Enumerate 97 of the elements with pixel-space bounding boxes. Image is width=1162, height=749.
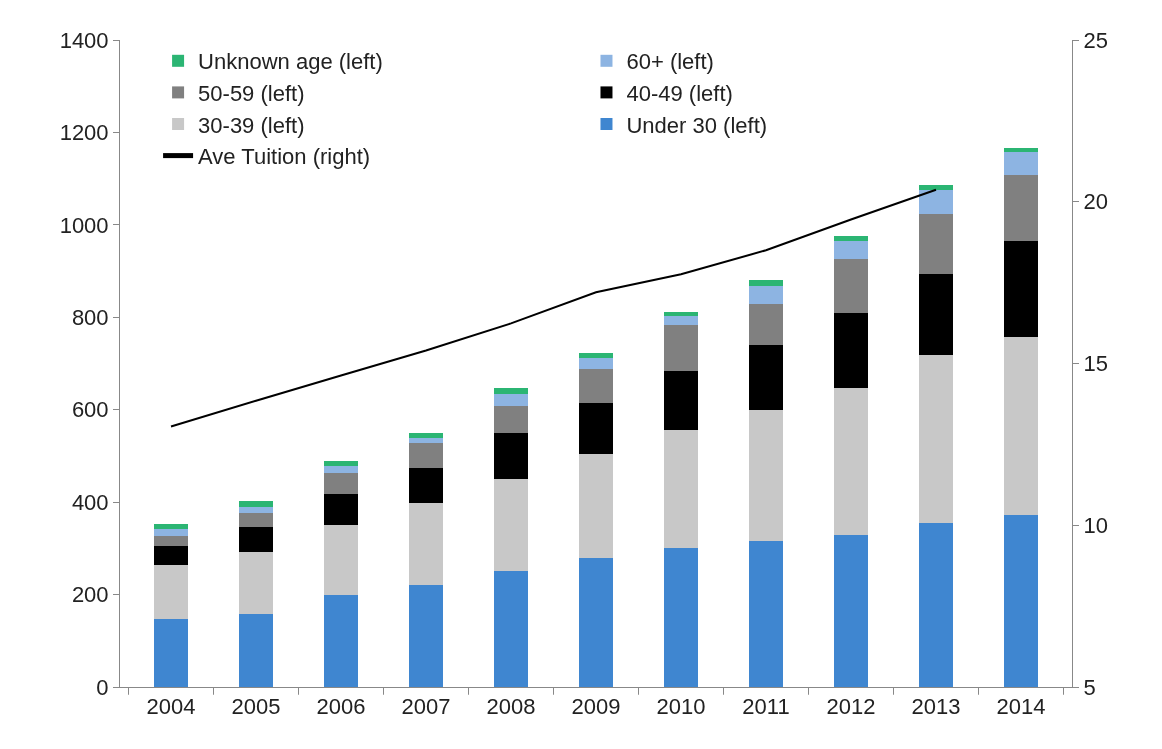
y-tick-label: 200 (71, 582, 109, 608)
x-tick-label: 2010 (656, 694, 706, 720)
bar (749, 540, 783, 687)
bar (409, 432, 443, 438)
bar (494, 432, 528, 480)
bar (239, 513, 273, 528)
x-tick-label: 2007 (401, 694, 451, 720)
bar (154, 528, 188, 536)
bar (834, 312, 868, 388)
bar (1004, 241, 1038, 338)
x-tick-label: 2006 (316, 694, 366, 720)
bar (834, 241, 868, 259)
bar (239, 527, 273, 552)
bar (154, 535, 188, 547)
legend-label: 60+ (left) (626, 49, 714, 75)
bar (579, 358, 613, 370)
bar (324, 466, 358, 474)
legend-label: 40-49 (left) (626, 80, 733, 106)
bar (919, 273, 953, 356)
legend-label: Ave Tuition (right) (198, 144, 371, 170)
bar (749, 304, 783, 346)
bar (1004, 175, 1038, 242)
bar (409, 467, 443, 504)
x-tick-label: 2011 (742, 694, 790, 720)
y-tick-label: 1400 (59, 27, 109, 53)
bar (154, 546, 188, 566)
bar (494, 479, 528, 572)
bar (239, 507, 273, 514)
y-tick-label: 0 (96, 674, 109, 700)
bar (494, 571, 528, 687)
bar (579, 453, 613, 559)
bar (749, 410, 783, 541)
bar (919, 184, 953, 190)
bar (154, 565, 188, 619)
y-tick-label: 800 (71, 304, 109, 330)
bar (409, 437, 443, 443)
bar (579, 558, 613, 687)
line-series (170, 188, 937, 428)
y2-tick-label: 5 (1083, 674, 1096, 700)
y2-tick-label: 10 (1083, 512, 1108, 538)
bar (919, 189, 953, 215)
y2-tick-label: 15 (1083, 351, 1108, 377)
bar (239, 613, 273, 687)
bar (239, 501, 273, 508)
bar (494, 394, 528, 406)
legend-label: Under 30 (left) (626, 112, 768, 138)
x-tick-label: 2014 (996, 694, 1046, 720)
bar (324, 594, 358, 687)
bar (494, 388, 528, 395)
y-tick-label: 400 (71, 489, 109, 515)
bar (664, 429, 698, 548)
bar (1004, 337, 1038, 516)
bar (409, 585, 443, 687)
x-tick-label: 2008 (486, 694, 536, 720)
bar (834, 535, 868, 687)
y-tick-label: 1200 (59, 120, 109, 146)
y2-tick-label: 25 (1083, 27, 1108, 53)
bar (579, 352, 613, 359)
x-tick-label: 2004 (146, 694, 196, 720)
bar (409, 442, 443, 468)
bar (919, 523, 953, 687)
bar (494, 405, 528, 433)
bar (154, 524, 188, 529)
bar (834, 258, 868, 313)
legend-label: Unknown age (left) (198, 49, 383, 75)
x-tick-label: 2009 (571, 694, 621, 720)
bar (749, 285, 783, 305)
bar (664, 371, 698, 430)
bar (1004, 148, 1038, 153)
bar (834, 387, 868, 536)
bar (834, 235, 868, 242)
bar (664, 316, 698, 325)
y2-tick-label: 20 (1083, 189, 1108, 215)
x-tick-label: 2012 (826, 694, 876, 720)
y-tick-label: 1000 (59, 212, 109, 238)
bar (324, 461, 358, 467)
bar (749, 345, 783, 411)
bar (239, 551, 273, 614)
x-tick-label: 2013 (911, 694, 961, 720)
bar (324, 494, 358, 526)
bar (749, 279, 783, 286)
x-tick-label: 2005 (231, 694, 281, 720)
bar (1004, 515, 1038, 687)
y-tick-label: 600 (71, 397, 109, 423)
bar (154, 618, 188, 687)
bar (409, 503, 443, 586)
bar (919, 214, 953, 274)
bar (579, 403, 613, 454)
bar (324, 473, 358, 495)
bar (664, 547, 698, 687)
legend-label: 50-59 (left) (198, 80, 305, 106)
bar (324, 525, 358, 595)
bar (1004, 152, 1038, 176)
bar (664, 324, 698, 372)
legend-label: 30-39 (left) (198, 112, 305, 138)
bar (579, 369, 613, 404)
bar (919, 355, 953, 524)
